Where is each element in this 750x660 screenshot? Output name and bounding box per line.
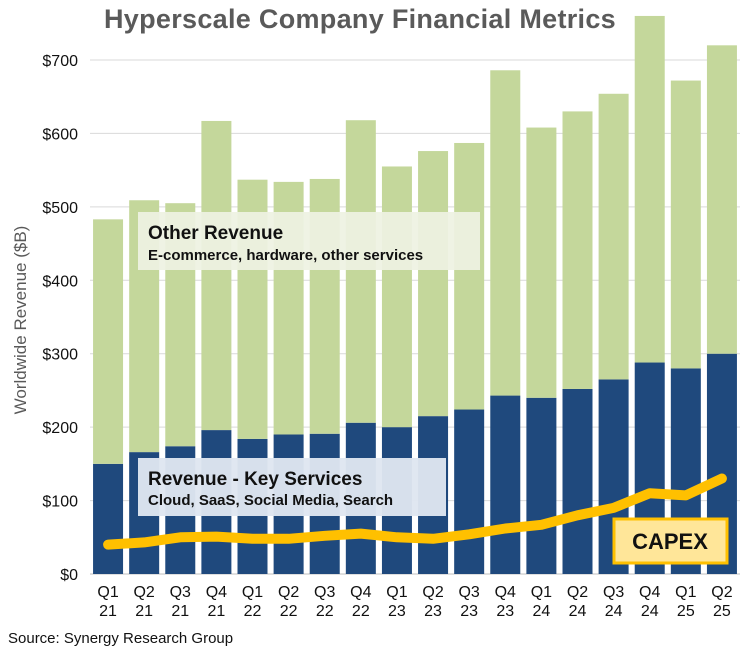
- bar-key-services: [562, 388, 593, 574]
- x-tick-label: Q2 23: [422, 584, 443, 620]
- y-tick-label: $700: [42, 53, 78, 70]
- key-services-callout: [138, 458, 446, 516]
- y-tick-label: $100: [42, 494, 78, 511]
- capex-point: [540, 523, 543, 526]
- capex-label-box: [612, 517, 729, 565]
- other-revenue-subtitle: E-commerce, hardware, other services: [148, 247, 423, 264]
- x-tick-label: Q1 23: [386, 584, 407, 620]
- other-revenue-callout: [138, 212, 480, 270]
- x-tick-label: Q1 21: [97, 584, 118, 620]
- x-tick-label: Q1 22: [242, 584, 263, 620]
- capex-point: [684, 494, 687, 497]
- bar-other-revenue: [526, 127, 557, 398]
- y-tick-label: $400: [42, 273, 78, 290]
- bar-other-revenue: [345, 120, 376, 423]
- bar-key-services: [490, 395, 521, 574]
- x-tick-label: Q2 25: [711, 584, 732, 620]
- capex-point: [648, 492, 651, 495]
- key-services-subtitle: Cloud, SaaS, Social Media, Search: [148, 492, 393, 509]
- x-tick-label: Q1 24: [531, 584, 552, 620]
- bar-other-revenue: [634, 15, 665, 363]
- capex-line-layer: [103, 473, 727, 550]
- bar-other-revenue: [93, 219, 124, 464]
- y-tick-label: $500: [42, 200, 78, 217]
- x-tick-label: Q3 23: [458, 584, 479, 620]
- bar-key-services: [454, 409, 485, 574]
- bar-other-revenue: [562, 111, 593, 389]
- capex-point: [323, 534, 326, 537]
- capex-point: [143, 541, 146, 544]
- capex-line: [103, 473, 727, 550]
- capex-point: [720, 477, 723, 480]
- bar-other-revenue: [598, 93, 629, 380]
- other-revenue-title: Other Revenue: [148, 223, 283, 244]
- bar-other-revenue: [418, 151, 449, 417]
- x-tick-label: Q2 22: [278, 584, 299, 620]
- x-tick-label: Q3 21: [170, 584, 191, 620]
- bar-other-revenue: [670, 80, 701, 369]
- y-tick-label: $600: [42, 126, 78, 143]
- capex-point: [179, 536, 182, 539]
- bar-key-services: [93, 463, 124, 574]
- source-note: Source: Synergy Research Group: [8, 630, 234, 647]
- x-tick-label: Q3 24: [603, 584, 624, 620]
- bar-key-services: [526, 397, 557, 574]
- x-tick-label: Q4 24: [639, 584, 660, 620]
- bar-other-revenue: [490, 70, 521, 396]
- bar-other-revenue: [201, 120, 232, 431]
- y-tick-label: $300: [42, 347, 78, 364]
- key-services-title: Revenue - Key Services: [148, 469, 362, 490]
- x-tick-label: Q2 21: [133, 584, 154, 620]
- bar-other-revenue: [454, 142, 485, 410]
- x-tick-label: Q1 25: [675, 584, 696, 620]
- capex-point: [395, 536, 398, 539]
- x-tick-label: Q4 23: [495, 584, 516, 620]
- bar-other-revenue: [381, 166, 412, 428]
- capex-point: [359, 532, 362, 535]
- capex-point: [468, 533, 471, 536]
- x-tick-label: Q2 24: [567, 584, 588, 620]
- x-tick-label: Q4 21: [206, 584, 227, 620]
- capex-point: [612, 506, 615, 509]
- y-tick-label: $200: [42, 420, 78, 437]
- capex-point: [287, 537, 290, 540]
- capex-label: CAPEX: [632, 529, 708, 554]
- bars: [93, 15, 737, 574]
- capex-point: [251, 537, 254, 540]
- capex-point: [504, 527, 507, 530]
- y-tick-label: $0: [60, 567, 78, 584]
- capex-point: [576, 514, 579, 517]
- bar-other-revenue: [706, 45, 737, 354]
- annotations: Other Revenue E-commerce, hardware, other…: [138, 212, 729, 565]
- y-axis-label: Worldwide Revenue ($B): [11, 226, 30, 415]
- x-tick-label: Q4 22: [350, 584, 371, 620]
- chart-title: Hyperscale Company Financial Metrics: [104, 4, 616, 34]
- capex-point: [215, 535, 218, 538]
- capex-point: [107, 543, 110, 546]
- capex-point: [432, 537, 435, 540]
- x-tick-label: Q3 22: [314, 584, 335, 620]
- y-axis-ticks: $0 $100 $200 $300 $400 $500 $600 $700: [42, 53, 78, 584]
- x-axis-ticks: Q1 21 Q2 21 Q3 21 Q4 21 Q1 22 Q2 22 Q3 22 Q4 22 Q1 23 Q2 23…: [97, 584, 732, 620]
